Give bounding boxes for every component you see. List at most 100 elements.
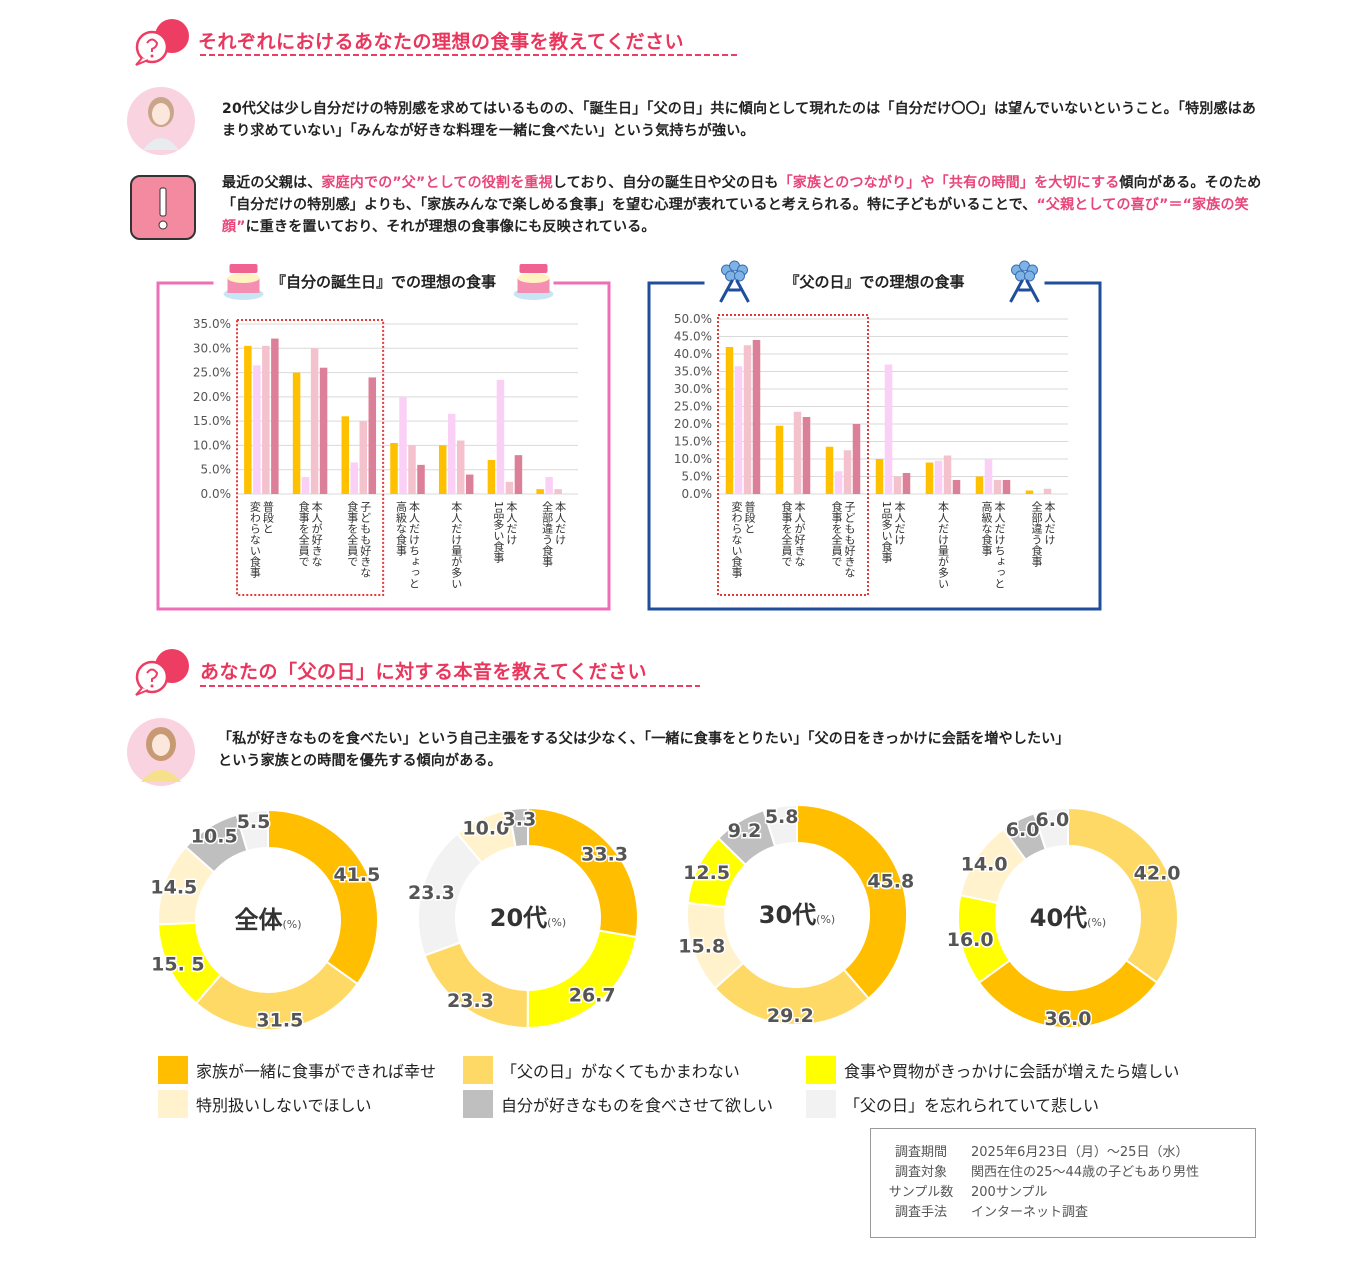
cake-icon: [513, 264, 554, 300]
text-segment: 最近の父親は、: [222, 175, 322, 191]
shape: [1024, 270, 1035, 282]
survey-key: 調査手法: [894, 1205, 947, 1220]
survey-value: 2025年6月23日（月）～25日（水）: [971, 1145, 1189, 1160]
shape: [734, 270, 745, 282]
center-title: 30代: [759, 901, 816, 929]
data-label: 33.3: [581, 844, 628, 866]
x-tick-label: 普段と 変わらない食事: [248, 501, 275, 578]
cake-icon: [223, 264, 264, 300]
x-tick-label: 本人だけ 全部違う食事: [1030, 501, 1056, 567]
survey-value: 関西在住の25～44歳の子どもあり男性: [971, 1165, 1200, 1180]
bar: [496, 379, 505, 494]
center-unit: (%): [1087, 916, 1106, 929]
warning-icon: [130, 175, 196, 240]
survey-box: 調査期間 2025年6月23日（月）～25日（水） 調査対象 関西在住の25～44歳の…: [870, 1128, 1256, 1238]
legend-item: 「父の日」を忘れられていて悲しい: [806, 1090, 1099, 1118]
bar: [465, 474, 474, 494]
y-tick-label: 35.0%: [674, 365, 712, 379]
legend-swatch: [463, 1090, 493, 1118]
bar: [292, 372, 301, 494]
chart-title: 『自分の誕生日』での理想の食事: [271, 273, 496, 291]
x-tick-label: 本人が好きな 食事を全員で: [780, 501, 806, 567]
donut-center-label: 20代(%): [490, 904, 566, 932]
shape: [227, 273, 260, 283]
legend-item: 自分が好きなものを食べさせて欲しい: [463, 1090, 773, 1118]
x-tick-label: 本人だけ 1品多い食事: [491, 501, 518, 563]
survey-key: 調査対象: [894, 1165, 947, 1180]
bar: [417, 464, 425, 494]
donut-slice: [1032, 806, 1069, 851]
survey-key: サンプル数: [888, 1185, 954, 1200]
data-label: 31.5: [256, 1009, 303, 1031]
legend-swatch: [158, 1056, 188, 1084]
y-tick-label: 5.0%: [201, 463, 232, 477]
y-tick-label: 15.0%: [193, 414, 231, 428]
data-label: 45.8: [867, 870, 914, 892]
bar: [262, 345, 270, 494]
bar: [934, 460, 943, 494]
shape: [229, 264, 258, 273]
data-label: 41.5: [333, 864, 380, 886]
center-title: 20代: [490, 904, 547, 932]
bar: [902, 473, 911, 494]
bar: [993, 480, 1002, 494]
bar: [734, 366, 743, 494]
donut-slice: [235, 808, 269, 853]
legend-label: 「父の日」がなくてもかまわない: [501, 1062, 740, 1081]
bar: [802, 417, 811, 494]
bar: [984, 459, 993, 494]
donut-center-label: 40代(%): [1030, 904, 1106, 932]
data-label: 6.0: [1006, 819, 1040, 841]
center-title: 40代: [1030, 904, 1087, 932]
x-tick-label: 子どもも好きな 食事を全員で: [830, 501, 856, 578]
bar: [399, 396, 407, 494]
survey-value: インターネット調査: [971, 1205, 1089, 1220]
x-tick-label: 本人だけ 1品多い食事: [880, 501, 906, 563]
data-label: 42.0: [1134, 863, 1181, 885]
shape: [719, 279, 750, 303]
y-tick-label: 45.0%: [674, 330, 712, 344]
x-tick-label: 本人だけ量が多い: [936, 501, 950, 589]
bar: [975, 476, 984, 494]
donut-slice: [762, 803, 798, 848]
text-segment: 家庭内での”父”としての役割を重視: [321, 175, 553, 191]
text-segment: 傾向がある。そのため「自分だけの特別感」よりも、「家族みんなで楽しめる食事」を望…: [222, 175, 1262, 213]
y-tick-label: 50.0%: [674, 312, 712, 326]
y-tick-label: 20.0%: [674, 417, 712, 431]
comment: 20代父は少し自分だけの特別感を求めてはいるものの、「誕生日」「父の日」共に傾向…: [222, 101, 1257, 139]
highlight-box: [717, 314, 869, 596]
bar: [447, 413, 456, 494]
donut-center-label: 30代(%): [759, 901, 835, 929]
text-segment: に重きを置いており、それが理想の食事像にも反映されている。: [245, 219, 656, 235]
bar: [752, 340, 761, 494]
text-segment: “父親としての喜び”＝“家族の笑顔”: [222, 197, 1249, 235]
y-tick-label: 15.0%: [674, 435, 712, 449]
donut-slice: [423, 941, 529, 1030]
center-unit: (%): [816, 913, 835, 926]
survey-row: 調査手法 インターネット調査: [871, 1203, 1255, 1223]
bar: [554, 489, 562, 494]
question-icon: [135, 19, 189, 66]
bar: [244, 345, 252, 494]
legend-swatch: [806, 1056, 836, 1084]
data-label: 23.3: [408, 882, 455, 904]
center-unit: (%): [547, 916, 566, 929]
data-label: 16.0: [947, 929, 994, 951]
chart-title: 『父の日』での理想の食事: [784, 273, 964, 291]
donut-slice: [507, 806, 529, 849]
bar: [743, 345, 752, 494]
legend-item: 「父の日」がなくてもかまわない: [463, 1056, 740, 1084]
data-label: 26.7: [569, 985, 616, 1007]
question-icon: [135, 649, 189, 696]
donut-slice: [1067, 806, 1179, 985]
x-tick-label: 普段と 変わらない食事: [730, 501, 756, 578]
bar: [545, 477, 553, 494]
bar: [825, 446, 834, 494]
legend-swatch: [158, 1090, 188, 1118]
bar: [359, 421, 368, 494]
bouquet-icon: [719, 260, 750, 303]
y-tick-label: 40.0%: [674, 347, 712, 361]
center-title: 全体: [234, 906, 283, 934]
text-line: という家族との時間を優先する傾向がある。: [218, 753, 502, 769]
